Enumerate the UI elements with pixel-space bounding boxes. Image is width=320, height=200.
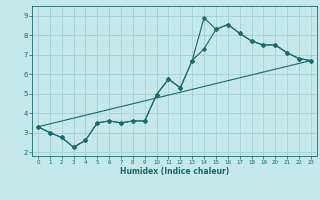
X-axis label: Humidex (Indice chaleur): Humidex (Indice chaleur) <box>120 167 229 176</box>
